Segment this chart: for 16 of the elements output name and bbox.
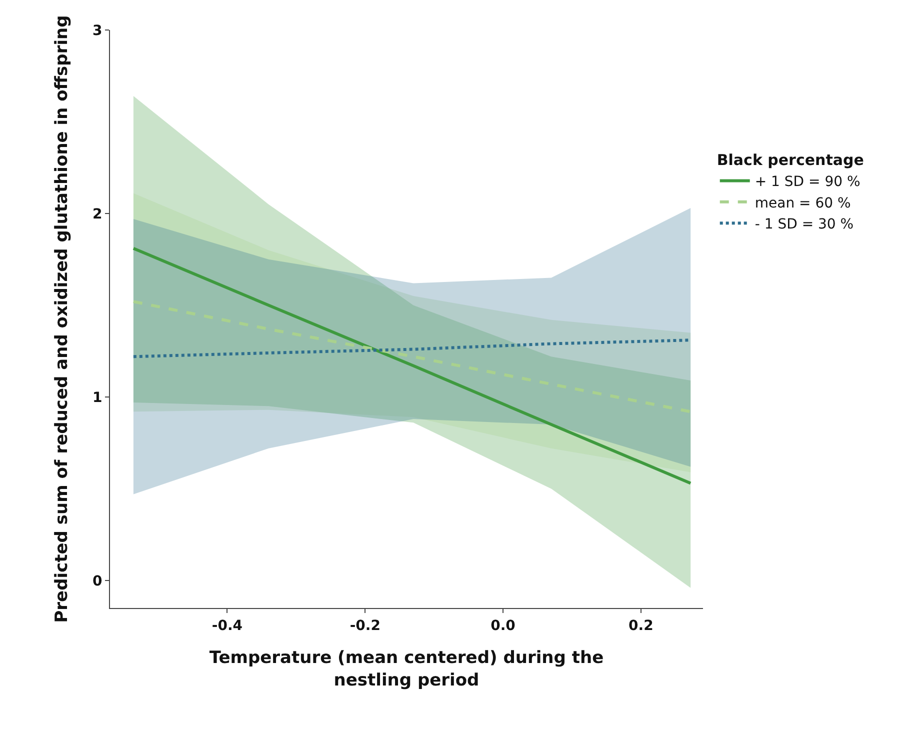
x-tick-label: -0.2 [350, 618, 380, 634]
x-axis-title: Temperature (mean centered) during the nestling period [209, 648, 604, 690]
x-tick-label: 0.0 [490, 618, 516, 634]
y-tick-label: 0 [92, 573, 102, 590]
x-tick-label: 0.2 [628, 618, 654, 634]
y-axis-title: Predicted sum of reduced and oxidized glutathione in offspring [52, 15, 72, 623]
x-tick-label: -0.4 [212, 618, 243, 634]
line-series [132, 300, 692, 414]
legend-title: Black percentage [716, 151, 864, 170]
y-tick-label: 2 [92, 206, 102, 222]
y-tick-label: 1 [92, 390, 102, 406]
line-series [132, 246, 692, 485]
legend-label: mean = 60 % [754, 195, 851, 212]
legend-label: - 1 SD = 30 % [754, 216, 854, 233]
legend-label: + 1 SD = 90 % [754, 174, 860, 190]
y-tick-label: 3 [92, 22, 102, 39]
